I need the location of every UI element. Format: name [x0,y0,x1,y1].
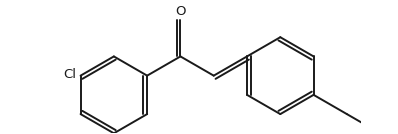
Text: Cl: Cl [64,68,77,81]
Text: O: O [175,5,186,18]
